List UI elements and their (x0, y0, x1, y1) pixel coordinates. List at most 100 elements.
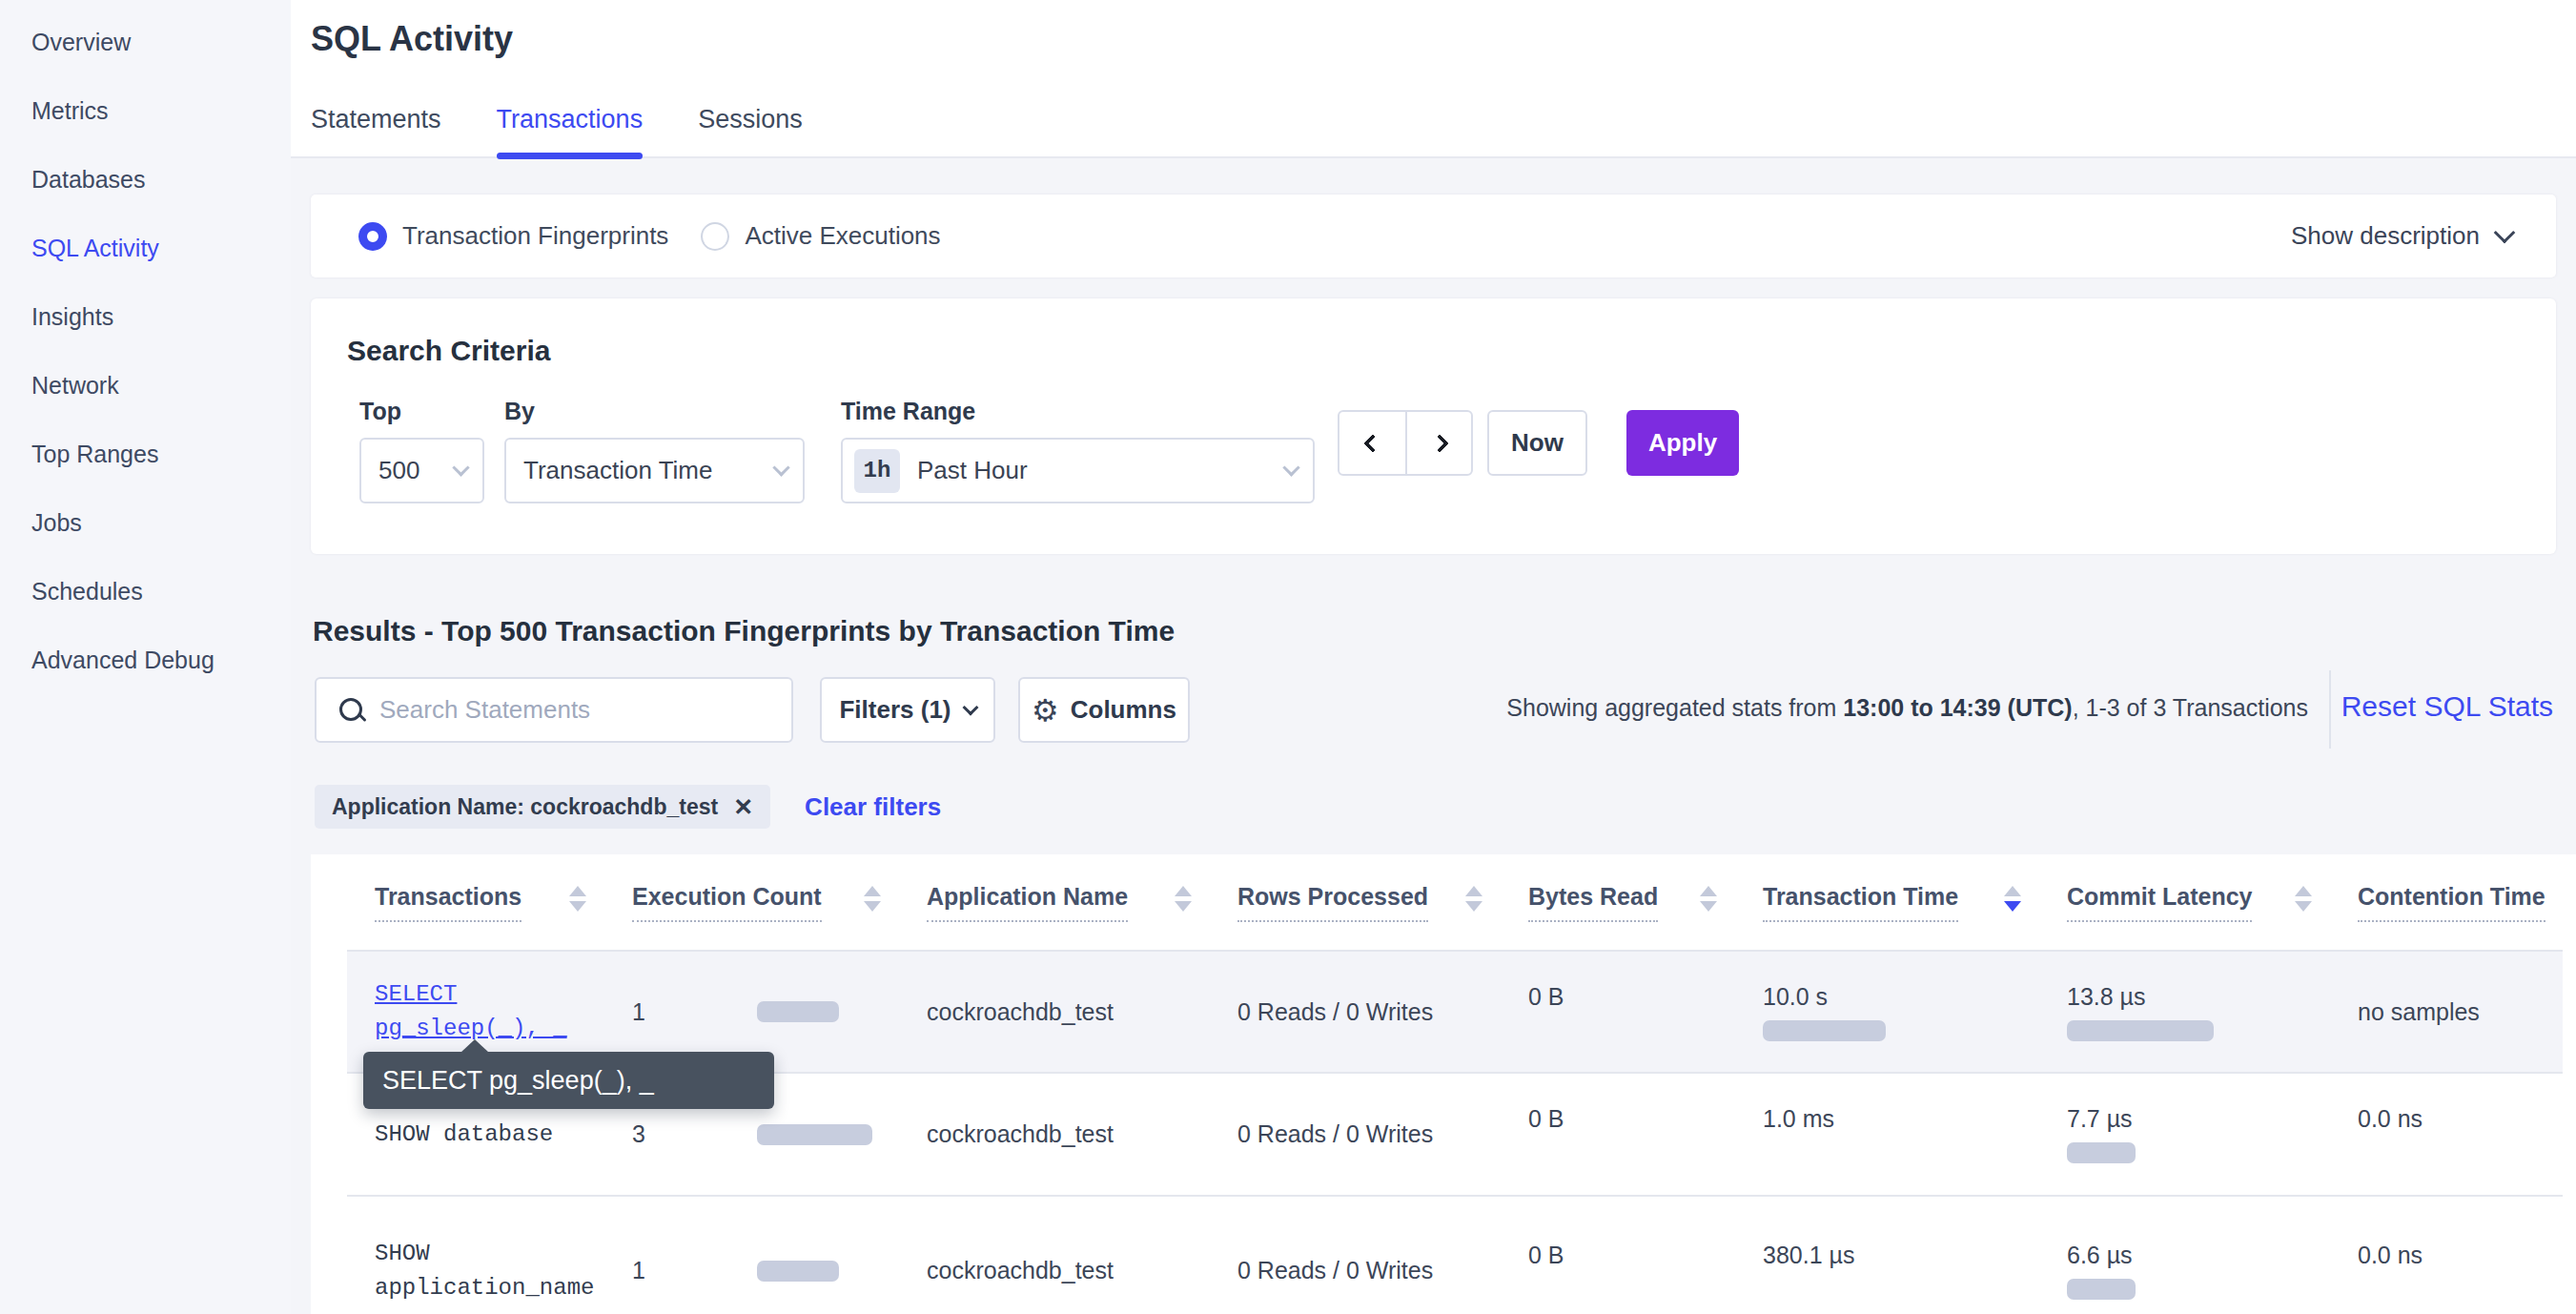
search-icon (337, 696, 366, 725)
column-header-commit-latency[interactable]: Commit Latency (2067, 883, 2358, 922)
cell-application-name: cockroachdb_test (927, 1074, 1237, 1195)
sort-icons[interactable] (2295, 886, 2312, 919)
by-group: By Transaction Time (504, 398, 805, 503)
time-range-value: Past Hour (917, 456, 1028, 485)
top-select[interactable]: 500 (359, 438, 484, 503)
cell-rows-processed: 0 Reads / 0 Writes (1237, 952, 1528, 1072)
cell-execution-count: 1 (632, 1197, 927, 1314)
gear-icon: ⚙ (1032, 695, 1059, 726)
sort-icons[interactable] (1700, 886, 1717, 919)
cell-application-name: cockroachdb_test (927, 952, 1237, 1072)
execution-count-bar (757, 1124, 872, 1145)
table-body: SELECTpg_sleep(_), _ 1 cockroachdb_test … (347, 950, 2563, 1314)
table-header-row: Transactions Execution Count Application… (347, 854, 2563, 950)
cell-commit-latency: 7.7 µs (2067, 1074, 2358, 1195)
transaction-fingerprint-link[interactable]: SELECTpg_sleep(_), _ (375, 977, 567, 1046)
tab-transactions[interactable]: Transactions (497, 105, 644, 157)
tab-statements[interactable]: Statements (311, 105, 441, 157)
apply-group: Apply (1626, 410, 1739, 476)
radio-active-executions[interactable] (701, 222, 729, 251)
cell-bytes-read: 0 B (1528, 952, 1763, 1072)
cell-contention-time: 0.0 ns (2358, 1074, 2563, 1195)
time-range-group: Time Range 1h Past Hour (841, 398, 1315, 503)
radio-label-transaction-fingerprints[interactable]: Transaction Fingerprints (402, 221, 668, 251)
column-header-execution-count[interactable]: Execution Count (632, 883, 927, 922)
cell-transaction: SHOWapplication_name (375, 1197, 632, 1314)
sidebar-item-insights[interactable]: Insights (0, 282, 291, 351)
execution-count-bar (757, 1261, 839, 1282)
sort-icons[interactable] (864, 886, 881, 919)
sidebar-item-databases[interactable]: Databases (0, 145, 291, 214)
column-header-transaction-time[interactable]: Transaction Time (1763, 883, 2067, 922)
execution-count-bar (757, 1001, 839, 1022)
table-row[interactable]: SHOWapplication_name 1 cockroachdb_test … (347, 1197, 2563, 1314)
sidebar-item-sql-activity[interactable]: SQL Activity (0, 214, 291, 282)
cell-contention-time: no samples (2358, 952, 2563, 1072)
sidebar-item-schedules[interactable]: Schedules (0, 557, 291, 626)
chevron-down-icon (1282, 459, 1299, 476)
sidebar-item-overview[interactable]: Overview (0, 8, 291, 76)
column-header-rows-processed[interactable]: Rows Processed (1237, 883, 1528, 922)
sort-icons[interactable] (1465, 886, 1482, 919)
apply-button[interactable]: Apply (1626, 410, 1739, 476)
show-description-toggle[interactable]: Show description (2291, 221, 2512, 251)
chevron-down-icon (452, 459, 469, 476)
chevron-down-icon (962, 699, 978, 715)
filter-chip-label: Application Name: cockroachdb_test (332, 794, 718, 820)
statement-tooltip: SELECT pg_sleep(_), _ (363, 1052, 774, 1109)
column-header-contention-time[interactable]: Contention Time (2358, 883, 2563, 922)
sidebar-item-top-ranges[interactable]: Top Ranges (0, 420, 291, 488)
column-header-application-name[interactable]: Application Name (927, 883, 1237, 922)
transaction-fingerprint[interactable]: SHOWapplication_name (375, 1237, 594, 1305)
column-header-bytes-read[interactable]: Bytes Read (1528, 883, 1763, 922)
cell-rows-processed: 0 Reads / 0 Writes (1237, 1197, 1528, 1314)
time-range-label: Time Range (841, 398, 1315, 425)
search-criteria-card: Search Criteria Top 500 By Transaction T… (311, 298, 2556, 554)
top-select-value: 500 (378, 456, 419, 485)
time-range-select[interactable]: 1h Past Hour (841, 438, 1315, 503)
filter-chip-row: Application Name: cockroachdb_test ✕ Cle… (315, 785, 941, 829)
filter-chip[interactable]: Application Name: cockroachdb_test ✕ (315, 785, 770, 829)
by-select[interactable]: Transaction Time (504, 438, 805, 503)
now-button[interactable]: Now (1487, 410, 1587, 476)
results-heading: Results - Top 500 Transaction Fingerprin… (313, 615, 1175, 647)
tab-sessions[interactable]: Sessions (698, 105, 803, 157)
by-select-value: Transaction Time (523, 456, 712, 485)
time-nav-group (1338, 410, 1473, 476)
top-group: Top 500 (359, 398, 484, 503)
radio-label-active-executions[interactable]: Active Executions (745, 221, 940, 251)
close-icon[interactable]: ✕ (733, 793, 753, 821)
radio-transaction-fingerprints[interactable] (358, 222, 387, 251)
chevron-left-icon (1363, 434, 1382, 453)
columns-button-label: Columns (1071, 695, 1176, 725)
transaction-time-bar (1763, 1020, 1886, 1041)
by-label: By (504, 398, 805, 425)
next-time-button[interactable] (1405, 412, 1471, 474)
cell-transaction-time: 10.0 s (1763, 952, 2067, 1072)
columns-button[interactable]: ⚙ Columns (1018, 677, 1190, 743)
now-group: Now (1487, 410, 1587, 476)
cell-rows-processed: 0 Reads / 0 Writes (1237, 1074, 1528, 1195)
clear-filters-link[interactable]: Clear filters (805, 792, 941, 822)
sort-icons[interactable] (2004, 886, 2021, 919)
aggregated-stats-text: Showing aggregated stats from 13:00 to 1… (1506, 694, 2308, 722)
transaction-fingerprint[interactable]: SHOW database (375, 1118, 553, 1152)
sort-icons[interactable] (1175, 886, 1192, 919)
page-title: SQL Activity (311, 19, 513, 59)
filters-button-label: Filters (1) (839, 695, 951, 725)
sidebar-item-metrics[interactable]: Metrics (0, 76, 291, 145)
sidebar-item-jobs[interactable]: Jobs (0, 488, 291, 557)
time-range-badge: 1h (854, 449, 900, 493)
commit-latency-bar (2067, 1020, 2214, 1041)
sidebar-item-network[interactable]: Network (0, 351, 291, 420)
vertical-divider (2329, 670, 2331, 749)
search-statements-input[interactable]: Search Statements (315, 677, 793, 743)
view-mode-bar: Transaction Fingerprints Active Executio… (311, 195, 2556, 277)
filters-button[interactable]: Filters (1) (820, 677, 995, 743)
reset-sql-stats-link[interactable]: Reset SQL Stats (2341, 690, 2553, 723)
column-header-transactions[interactable]: Transactions (375, 883, 632, 922)
sidebar-item-advanced-debug[interactable]: Advanced Debug (0, 626, 291, 694)
sidebar-nav: Overview Metrics Databases SQL Activity … (0, 0, 291, 694)
previous-time-button[interactable] (1339, 412, 1405, 474)
sort-icons[interactable] (569, 886, 586, 919)
